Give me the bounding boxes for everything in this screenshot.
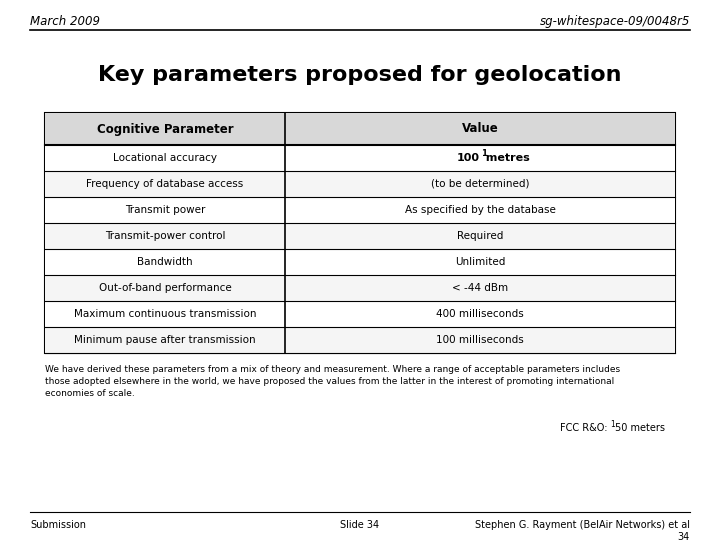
Text: metres: metres <box>482 153 530 163</box>
Bar <box>45 197 675 223</box>
Bar <box>45 223 675 249</box>
Text: < -44 dBm: < -44 dBm <box>452 283 508 293</box>
Text: Required: Required <box>456 231 503 241</box>
Text: 34: 34 <box>678 532 690 540</box>
Bar <box>45 327 675 353</box>
Text: Slide 34: Slide 34 <box>341 520 379 530</box>
Text: 400 milliseconds: 400 milliseconds <box>436 309 524 319</box>
Bar <box>45 171 675 197</box>
Text: (to be determined): (to be determined) <box>431 179 529 189</box>
Text: Bandwidth: Bandwidth <box>138 257 193 267</box>
Bar <box>45 145 675 171</box>
Text: 1: 1 <box>610 420 615 429</box>
Text: Frequency of database access: Frequency of database access <box>86 179 243 189</box>
Text: Unlimited: Unlimited <box>455 257 505 267</box>
Text: Locational accuracy: Locational accuracy <box>113 153 217 163</box>
Text: Transmit power: Transmit power <box>125 205 205 215</box>
Bar <box>45 113 675 145</box>
Text: We have derived these parameters from a mix of theory and measurement. Where a r: We have derived these parameters from a … <box>45 365 620 397</box>
Bar <box>45 249 675 275</box>
Text: 50 meters: 50 meters <box>615 423 665 433</box>
Text: 100: 100 <box>457 153 480 163</box>
Text: Maximum continuous transmission: Maximum continuous transmission <box>73 309 256 319</box>
Text: 1: 1 <box>481 150 487 159</box>
Text: 100 milliseconds: 100 milliseconds <box>436 335 524 345</box>
Bar <box>45 275 675 301</box>
Bar <box>45 113 675 353</box>
Text: Minimum pause after transmission: Minimum pause after transmission <box>74 335 256 345</box>
Text: Transmit-power control: Transmit-power control <box>104 231 225 241</box>
Text: Stephen G. Rayment (BelAir Networks) et al: Stephen G. Rayment (BelAir Networks) et … <box>475 520 690 530</box>
Text: March 2009: March 2009 <box>30 15 100 28</box>
Text: Cognitive Parameter: Cognitive Parameter <box>96 123 233 136</box>
Bar <box>45 301 675 327</box>
Text: Out-of-band performance: Out-of-band performance <box>99 283 231 293</box>
Text: Value: Value <box>462 123 498 136</box>
Text: FCC R&O:: FCC R&O: <box>560 423 608 433</box>
Text: Submission: Submission <box>30 520 86 530</box>
Text: As specified by the database: As specified by the database <box>405 205 555 215</box>
Text: sg-whitespace-09/0048r5: sg-whitespace-09/0048r5 <box>539 15 690 28</box>
Text: Key parameters proposed for geolocation: Key parameters proposed for geolocation <box>98 65 622 85</box>
